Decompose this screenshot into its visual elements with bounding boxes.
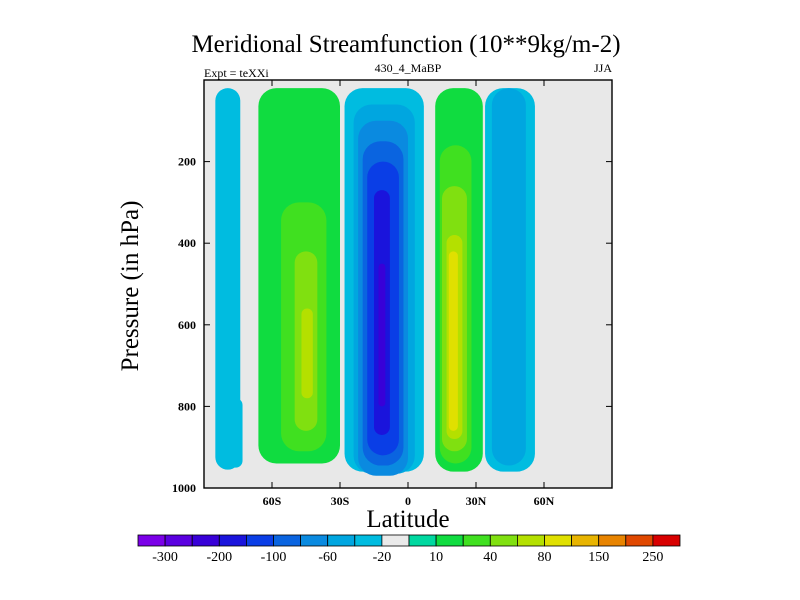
colorbar-swatch	[191, 534, 220, 547]
colorbar-swatch	[245, 534, 274, 547]
colorbar-swatch	[625, 534, 654, 547]
period-label: 430_4_MaBP	[375, 61, 442, 75]
contour-hadley-s-200	[378, 263, 386, 407]
y-axis-ticks: 200 400 600 800 1000	[172, 155, 612, 495]
colorbar-label: -60	[318, 550, 337, 565]
x-axis-label: Latitude	[366, 506, 449, 533]
colorbar-swatch	[327, 534, 356, 547]
colorbar-label: 40	[483, 550, 497, 565]
y-tick-label: 600	[178, 318, 196, 332]
x-tick-label: 30N	[466, 494, 487, 508]
colorbar-label: 150	[588, 550, 609, 565]
contour-nh-ferrel-40	[491, 88, 526, 466]
x-tick-label: 30S	[331, 494, 350, 508]
y-tick-label: 800	[178, 399, 196, 413]
colorbar-swatch	[517, 534, 545, 547]
y-tick-label: 1000	[172, 481, 196, 495]
colorbar-label: -20	[373, 550, 392, 565]
x-tick-label: 60N	[534, 494, 555, 508]
colorbar-swatch	[381, 534, 410, 547]
contour-nh-edge-20	[215, 88, 241, 470]
colorbar-label: 10	[429, 550, 443, 565]
y-tick-label: 200	[178, 155, 196, 169]
colorbar-swatch	[652, 534, 681, 547]
colorbar-swatch	[354, 534, 383, 547]
x-tick-label: 60S	[263, 494, 282, 508]
colorbar-swatch	[408, 534, 437, 547]
contour-fills	[215, 88, 535, 476]
colorbar-swatch	[489, 534, 518, 547]
colorbar-swatch	[544, 534, 573, 547]
chart-title: Meridional Streamfunction (10**9kg/m-2)	[191, 31, 620, 58]
colorbar-swatch	[598, 534, 627, 547]
season-label: JJA	[594, 61, 612, 75]
contour-sh-ferrel-60	[301, 308, 313, 399]
colorbar-labels: -300 -200 -100 -60 -20 10 40 80 150 250	[152, 550, 663, 565]
colorbar-label: 80	[538, 550, 552, 565]
x-tick-label: 0	[405, 494, 411, 508]
colorbar-swatch	[137, 534, 166, 547]
contour-hadley-n-100	[448, 251, 458, 431]
colorbar-label: -200	[206, 550, 232, 565]
colorbar-swatch	[218, 534, 247, 547]
y-tick-label: 400	[178, 236, 196, 250]
colorbar-swatch	[164, 534, 193, 547]
colorbar-swatch	[462, 534, 491, 547]
colorbar-swatch	[273, 534, 302, 547]
x-axis-ticks: 60S 30S 0 30N 60N	[263, 80, 555, 508]
colorbar-swatch	[435, 534, 464, 547]
colorbar	[137, 534, 681, 547]
y-axis-label: Pressure (in hPa)	[117, 201, 144, 372]
colorbar-swatch	[571, 534, 600, 547]
colorbar-label: 250	[642, 550, 663, 565]
colorbar-swatch	[300, 534, 329, 547]
experiment-label: Expt = teXXi	[204, 66, 269, 80]
contour-nh-edge-20b	[228, 398, 243, 468]
colorbar-label: -100	[261, 550, 287, 565]
colorbar-label: -300	[152, 550, 178, 565]
